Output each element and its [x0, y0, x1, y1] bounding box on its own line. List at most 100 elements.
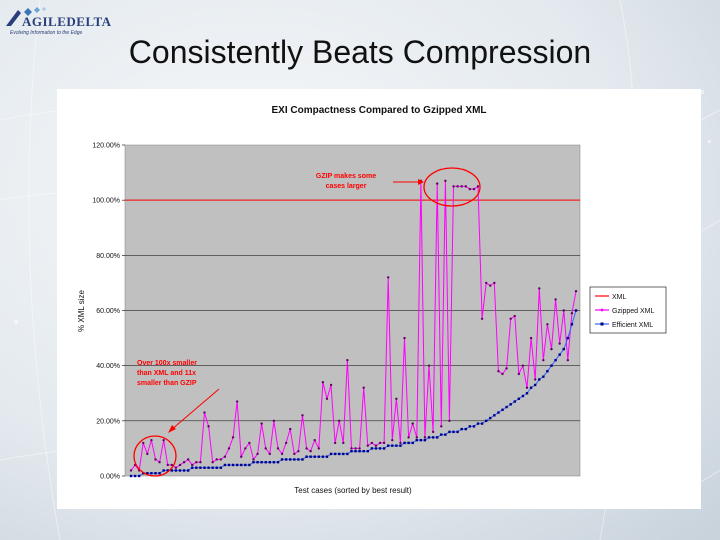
data-point-efficient	[472, 425, 476, 428]
data-point-gzip	[464, 185, 467, 188]
data-point-efficient	[358, 449, 361, 453]
data-point-efficient	[509, 403, 512, 406]
data-point-gzip	[346, 358, 349, 362]
data-point-efficient	[272, 461, 276, 464]
data-point-gzip	[256, 452, 259, 456]
data-point-efficient	[435, 436, 439, 439]
data-point-efficient	[211, 466, 214, 469]
annotation-gzip-arrowhead	[418, 179, 424, 185]
data-point-gzip	[350, 447, 353, 450]
legend-label-gzip: Gzipped XML	[612, 308, 655, 315]
data-point-gzip	[431, 430, 435, 434]
data-point-gzip	[411, 422, 414, 425]
data-point-efficient	[476, 422, 480, 425]
data-point-efficient	[203, 466, 206, 469]
data-point-efficient	[333, 452, 337, 456]
logo-chevrons-icon	[6, 7, 46, 26]
data-point-gzip	[264, 447, 267, 450]
data-point-efficient	[493, 414, 496, 417]
data-point-efficient	[325, 455, 329, 458]
data-point-gzip	[338, 419, 341, 423]
data-point-gzip	[533, 378, 537, 381]
data-point-efficient	[154, 472, 157, 475]
data-point-efficient	[170, 469, 174, 472]
data-point-efficient	[235, 463, 239, 467]
data-point-efficient	[207, 466, 210, 469]
data-point-efficient	[264, 461, 267, 464]
data-point-gzip	[529, 336, 533, 340]
data-point-efficient	[256, 461, 259, 464]
data-point-gzip	[509, 317, 512, 320]
y-tick-label: 80.00%	[96, 253, 120, 260]
data-point-gzip	[525, 386, 529, 389]
data-point-gzip	[542, 358, 545, 362]
data-point-gzip	[407, 436, 410, 439]
data-point-gzip	[484, 281, 488, 285]
data-point-efficient	[289, 458, 292, 461]
data-point-gzip	[399, 441, 402, 445]
data-point-efficient	[440, 433, 443, 436]
legend-label-efficient: Efficient XML	[612, 322, 653, 329]
data-point-gzip	[207, 425, 210, 428]
company-logo: AGILEDELTA Evolving Information to the E…	[4, 4, 111, 36]
data-point-efficient	[464, 427, 467, 431]
data-point-efficient	[301, 458, 304, 461]
data-point-gzip	[440, 425, 443, 428]
data-point-gzip	[313, 438, 316, 442]
data-point-efficient	[370, 447, 374, 450]
data-point-efficient	[505, 405, 508, 409]
y-tick-label: 120.00%	[92, 143, 120, 150]
legend-marker-gzip	[600, 308, 604, 312]
data-point-efficient	[423, 438, 427, 442]
data-point-gzip	[174, 466, 178, 469]
data-point-efficient	[219, 466, 223, 469]
data-point-gzip	[186, 458, 190, 461]
data-point-efficient	[513, 400, 516, 403]
y-axis-label: % XML size	[77, 289, 86, 331]
data-point-gzip	[268, 452, 272, 456]
data-point-efficient	[354, 449, 357, 453]
data-point-gzip	[191, 463, 194, 467]
legend-marker-efficient	[600, 322, 604, 326]
data-point-gzip	[301, 414, 304, 417]
data-point-gzip	[448, 419, 451, 423]
data-point-gzip	[362, 386, 365, 389]
data-point-gzip	[252, 458, 255, 461]
data-point-gzip	[456, 185, 459, 188]
data-point-efficient	[182, 469, 186, 472]
data-point-gzip	[435, 182, 439, 185]
data-point-efficient	[427, 436, 431, 439]
data-point-gzip	[231, 436, 235, 439]
data-point-efficient	[297, 458, 300, 461]
annotation-smaller-arrow	[170, 388, 220, 431]
data-point-gzip	[505, 367, 508, 370]
x-axis-label: Test cases (sorted by best result)	[294, 486, 412, 495]
data-point-gzip	[476, 185, 480, 188]
data-point-efficient	[195, 466, 198, 469]
data-point-gzip	[170, 463, 174, 467]
data-point-efficient	[350, 449, 353, 453]
data-point-efficient	[309, 455, 312, 458]
data-point-efficient	[489, 416, 492, 420]
data-point-efficient	[484, 419, 488, 423]
data-point-efficient	[150, 472, 153, 475]
data-point-efficient	[346, 452, 349, 456]
data-point-gzip	[297, 449, 300, 453]
data-point-gzip	[427, 364, 431, 367]
data-point-efficient	[538, 378, 541, 381]
annotation-smaller-circle	[133, 435, 177, 477]
data-point-gzip	[546, 323, 549, 326]
data-point-gzip	[562, 309, 565, 312]
data-point-efficient	[550, 364, 553, 367]
data-point-efficient	[227, 463, 231, 467]
data-point-gzip	[276, 447, 280, 450]
data-point-efficient	[137, 474, 141, 478]
data-point-efficient	[562, 347, 565, 351]
data-point-gzip	[333, 441, 337, 445]
data-point-gzip	[382, 441, 386, 445]
data-point-gzip	[517, 372, 521, 376]
data-point-efficient	[276, 461, 280, 464]
data-point-efficient	[305, 455, 308, 458]
data-point-gzip	[358, 447, 361, 450]
data-point-efficient	[362, 449, 365, 453]
